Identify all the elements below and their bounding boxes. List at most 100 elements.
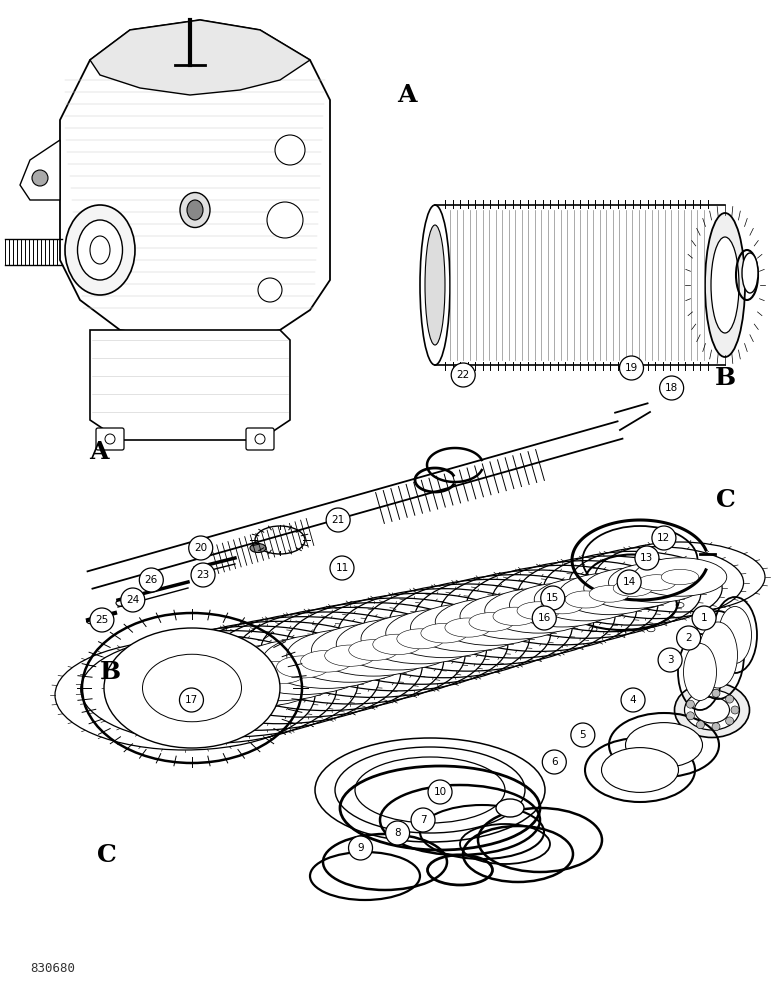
Text: 19: 19 (625, 363, 638, 373)
Text: 6: 6 (551, 757, 557, 767)
Text: 22: 22 (456, 370, 470, 380)
Ellipse shape (180, 192, 210, 228)
Text: 9: 9 (357, 843, 364, 853)
Ellipse shape (517, 602, 560, 620)
Ellipse shape (188, 649, 323, 707)
Circle shape (139, 568, 164, 592)
Ellipse shape (143, 654, 242, 722)
Text: 21: 21 (331, 515, 345, 525)
Text: 7: 7 (420, 815, 426, 825)
Ellipse shape (300, 650, 352, 672)
Polygon shape (60, 20, 330, 340)
Ellipse shape (237, 639, 368, 695)
Circle shape (188, 536, 213, 560)
Ellipse shape (262, 634, 391, 688)
Ellipse shape (255, 526, 305, 554)
Ellipse shape (361, 614, 480, 664)
Ellipse shape (311, 624, 435, 676)
Ellipse shape (77, 220, 123, 280)
Circle shape (658, 648, 682, 672)
Ellipse shape (676, 602, 684, 607)
Ellipse shape (625, 723, 703, 767)
Text: A: A (397, 83, 417, 107)
Ellipse shape (699, 622, 737, 688)
Ellipse shape (86, 618, 97, 624)
Circle shape (659, 376, 684, 400)
Ellipse shape (685, 690, 740, 730)
Circle shape (428, 780, 452, 804)
Ellipse shape (397, 629, 445, 649)
Circle shape (712, 723, 720, 731)
Circle shape (532, 606, 557, 630)
Ellipse shape (325, 645, 375, 666)
Ellipse shape (460, 593, 570, 639)
Circle shape (105, 434, 115, 444)
Ellipse shape (435, 599, 547, 645)
Ellipse shape (589, 627, 597, 632)
Circle shape (619, 356, 644, 380)
Text: B: B (100, 660, 121, 684)
Circle shape (617, 570, 642, 594)
Ellipse shape (618, 574, 626, 580)
Ellipse shape (589, 586, 629, 602)
Ellipse shape (104, 628, 280, 748)
Text: 3: 3 (667, 655, 673, 665)
Circle shape (731, 706, 739, 714)
Ellipse shape (163, 655, 301, 713)
Ellipse shape (618, 631, 626, 636)
Circle shape (32, 170, 48, 186)
Circle shape (652, 526, 676, 550)
Text: B: B (715, 366, 736, 390)
Circle shape (267, 202, 303, 238)
Ellipse shape (157, 683, 214, 707)
Ellipse shape (601, 748, 679, 792)
Text: 5: 5 (580, 730, 586, 740)
Circle shape (275, 135, 305, 165)
Ellipse shape (445, 618, 491, 637)
Ellipse shape (349, 640, 398, 660)
Circle shape (726, 717, 733, 725)
Circle shape (635, 546, 659, 570)
Circle shape (712, 689, 720, 697)
Text: C: C (96, 843, 117, 867)
Text: 12: 12 (657, 533, 671, 543)
Text: 14: 14 (622, 577, 636, 587)
Ellipse shape (559, 573, 659, 615)
Ellipse shape (425, 225, 445, 345)
Polygon shape (90, 330, 290, 440)
Text: 8: 8 (394, 828, 401, 838)
Text: 18: 18 (665, 383, 679, 393)
Ellipse shape (276, 656, 329, 678)
Ellipse shape (675, 682, 750, 738)
Circle shape (258, 278, 282, 302)
Ellipse shape (647, 627, 655, 632)
Text: 26: 26 (144, 575, 158, 585)
Text: 11: 11 (335, 563, 349, 573)
Circle shape (696, 691, 705, 699)
Ellipse shape (669, 588, 676, 593)
Circle shape (191, 563, 215, 587)
Text: 830680: 830680 (30, 962, 75, 975)
Text: 13: 13 (640, 553, 654, 563)
Ellipse shape (541, 596, 583, 614)
Text: C: C (716, 488, 736, 512)
Ellipse shape (647, 578, 655, 583)
Ellipse shape (250, 544, 266, 552)
Text: 15: 15 (546, 593, 560, 603)
Ellipse shape (662, 569, 699, 585)
Ellipse shape (711, 237, 739, 333)
Ellipse shape (510, 583, 615, 627)
Ellipse shape (485, 588, 592, 633)
Ellipse shape (421, 623, 468, 643)
Ellipse shape (252, 661, 306, 684)
Text: 1: 1 (701, 613, 707, 623)
Ellipse shape (560, 602, 568, 607)
Circle shape (542, 750, 567, 774)
Ellipse shape (212, 644, 346, 701)
Ellipse shape (373, 634, 422, 655)
Text: 4: 4 (630, 695, 636, 705)
Ellipse shape (286, 629, 413, 682)
Circle shape (255, 434, 265, 444)
Ellipse shape (229, 667, 283, 690)
Ellipse shape (534, 578, 637, 621)
